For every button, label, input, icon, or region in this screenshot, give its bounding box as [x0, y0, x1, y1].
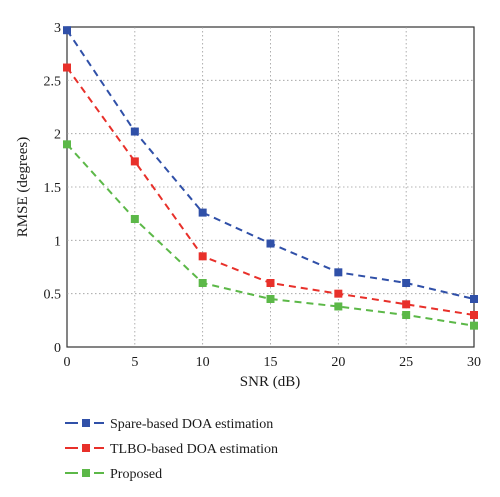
data-point: [130, 157, 139, 166]
data-point: [266, 295, 275, 303]
y-tick-label: 3: [54, 21, 61, 36]
data-point: [63, 140, 71, 149]
legend-label: TLBO-based DOA estimation: [110, 442, 278, 457]
data-point: [470, 311, 478, 319]
data-point: [470, 321, 478, 330]
x-tick-label: 25: [399, 355, 413, 370]
data-point: [402, 279, 411, 287]
series-line: [66, 29, 475, 300]
y-tick-label: 0: [54, 341, 61, 356]
series-0: [63, 26, 478, 303]
grid: [67, 27, 474, 347]
x-axis-label: SNR (dB): [240, 374, 300, 390]
legend-item: Spare-based DOA estimation: [65, 417, 273, 432]
x-tick-label: 0: [64, 355, 71, 370]
data-point: [334, 289, 343, 298]
legend-marker: [82, 444, 90, 452]
data-point: [130, 215, 139, 223]
legend-label: Spare-based DOA estimation: [110, 417, 273, 432]
legend-label: Proposed: [110, 467, 162, 482]
data-point: [266, 239, 275, 248]
y-tick-label: 2: [54, 128, 61, 143]
data-point: [63, 63, 71, 72]
data-point: [198, 252, 207, 261]
data-point: [130, 127, 139, 136]
x-tick-label: 10: [196, 355, 210, 370]
data-point: [266, 279, 275, 287]
data-point: [334, 302, 343, 311]
x-tick-label: 15: [264, 355, 278, 370]
data-point: [402, 300, 411, 309]
legend-marker: [82, 419, 90, 427]
series-1: [63, 63, 478, 319]
y-tick-label: 1: [54, 234, 61, 249]
legend-item: TLBO-based DOA estimation: [65, 442, 278, 457]
data-point: [402, 311, 411, 319]
data-point: [334, 268, 343, 277]
series: [63, 26, 478, 330]
y-tick-label: 0.5: [44, 288, 62, 303]
y-axis-label: RMSE (degrees): [15, 137, 31, 237]
data-point: [198, 208, 207, 217]
data-point: [198, 279, 207, 287]
x-tick-label: 30: [467, 355, 481, 370]
tick-labels: 0 5 10 15 20 25 30 0 0.5 1 1.5 2 2.5 3: [44, 21, 482, 370]
y-tick-label: 2.5: [44, 74, 62, 89]
x-tick-label: 20: [331, 355, 345, 370]
legend: Spare-based DOA estimation TLBO-based DOA…: [65, 417, 278, 482]
series-2: [63, 140, 478, 330]
legend-item: Proposed: [65, 467, 162, 482]
data-point: [63, 26, 71, 35]
legend-marker: [82, 469, 90, 477]
data-point: [470, 295, 478, 303]
x-tick-label: 5: [131, 355, 138, 370]
y-tick-label: 1.5: [44, 181, 62, 196]
